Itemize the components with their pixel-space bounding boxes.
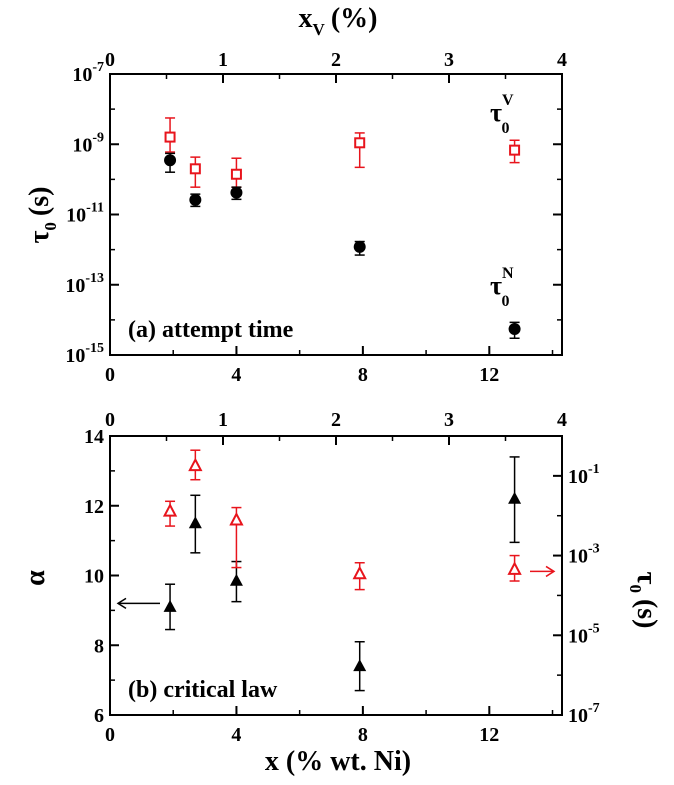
panel-a-data-point (230, 186, 243, 199)
panel-a-bottom-x-tick-label: 4 (231, 364, 241, 386)
panel-a-data-point (354, 137, 366, 149)
panel-a-top-x-tick-label: 1 (218, 49, 228, 71)
panel-b-y-tick-label: 10 (84, 566, 104, 588)
panel-b-right-y-tick-label: 10-3 (568, 542, 600, 568)
panel-b-y-tick-label: 6 (94, 705, 104, 727)
panel-b-right-y-axis-title: τ0(s) (626, 572, 662, 629)
panel-b-bottom-x-tick-label: 8 (358, 724, 368, 746)
panel-b-top-x-tick-label: 1 (218, 409, 228, 431)
panel-b-frame (109, 435, 563, 716)
panel-a-data-point (509, 144, 521, 156)
panel-a-y-tick-label: 10-13 (65, 271, 104, 297)
svg-text:10-15: 10-15 (65, 341, 104, 367)
svg-text:10-7: 10-7 (568, 701, 600, 727)
panel-b-right-y-tick-label: 10-7 (568, 701, 600, 727)
panel-b-right-y-tick-label: 10-5 (568, 621, 600, 647)
panel-b-y-tick-label: 8 (94, 635, 104, 657)
panel-b-y-tick-label: 14 (84, 426, 104, 448)
panel-a-annotation: (a) attempt time (128, 317, 294, 343)
svg-text:10-1: 10-1 (568, 462, 600, 488)
panel-a-top-x-tick-label: 4 (557, 49, 567, 71)
panel-a-bottom-x-tick-label: 8 (358, 364, 368, 386)
panel-b-top-x-tick-label: 0 (105, 409, 115, 431)
panel-a-bottom-x-tick-label: 0 (105, 364, 115, 386)
panel-a-top-x-tick-label: 2 (331, 49, 341, 71)
panel-a-data-point (164, 131, 176, 143)
panel-a-data-point (508, 322, 521, 335)
panel-b-data-point (188, 457, 203, 472)
svg-text:10-5: 10-5 (568, 621, 600, 647)
panel-a-data-point (230, 168, 242, 180)
svg-text:10-7: 10-7 (72, 60, 104, 86)
panel-b-top-x-tick-label: 2 (331, 409, 341, 431)
svg-text:10-9: 10-9 (72, 130, 104, 156)
panel-b-data-point (353, 659, 367, 672)
panel-b-bottom-x-tick-label: 0 (105, 724, 115, 746)
tau-n-label: τN 0 (490, 265, 514, 310)
panel-b-data-point (162, 503, 178, 517)
panel-a-y-tick-label: 10-11 (66, 201, 104, 227)
panel-b-data-point (507, 561, 522, 575)
panel-a-y-axis-title: τ0(s) (24, 187, 60, 244)
panel-a-data-point (164, 154, 177, 167)
panel-a-y-tick-label: 10-7 (72, 60, 104, 86)
panel-b-top-x-tick-label: 3 (444, 409, 454, 431)
panel-b-y-tick-label: 12 (84, 496, 104, 518)
panel-b-right-y-tick-label: 10-1 (568, 462, 600, 488)
panel-a-top-x-tick-label: 3 (444, 49, 454, 71)
svg-text:10-3: 10-3 (568, 542, 600, 568)
panel-b-x-axis-title: x (% wt. Ni) (265, 746, 411, 777)
left-axis-arrowhead (116, 597, 127, 610)
panel-a-data-point (353, 240, 366, 253)
panel-b-bottom-x-tick-label: 4 (231, 724, 241, 746)
panel-a-data-point (189, 163, 201, 175)
panel-a-y-tick-label: 10-15 (65, 341, 104, 367)
svg-text:τ0(s): τ0(s) (24, 187, 60, 244)
panel-b-y-axis-title: α (20, 570, 51, 586)
panel-b-data-point (508, 491, 522, 504)
svg-text:10-13: 10-13 (65, 271, 104, 297)
right-axis-arrowhead (545, 565, 556, 578)
panel-a-bottom-x-tick-label: 12 (479, 364, 499, 386)
panel-b-data-point (229, 573, 243, 586)
panel-b-data-point (352, 565, 367, 580)
panel-a-y-tick-label: 10-9 (72, 130, 104, 156)
panel-a-top-x-tick-label: 0 (105, 49, 115, 71)
panel-b-top-x-tick-label: 4 (557, 409, 567, 431)
panel-a-top-axis-title: xV (%) (299, 3, 378, 39)
panel-b-data-point (163, 599, 177, 612)
svg-text:τ0(s): τ0(s) (626, 572, 662, 629)
panel-b-data-point (188, 516, 202, 529)
tau-v-label: τV 0 (490, 92, 514, 137)
panel-b-data-point (229, 511, 244, 526)
panel-a-data-point (189, 193, 202, 206)
panel-b-bottom-x-tick-label: 12 (479, 724, 499, 746)
svg-text:10-11: 10-11 (66, 201, 104, 227)
svg-text:α: α (20, 570, 51, 586)
panel-b-annotation: (b) critical law (128, 677, 278, 703)
